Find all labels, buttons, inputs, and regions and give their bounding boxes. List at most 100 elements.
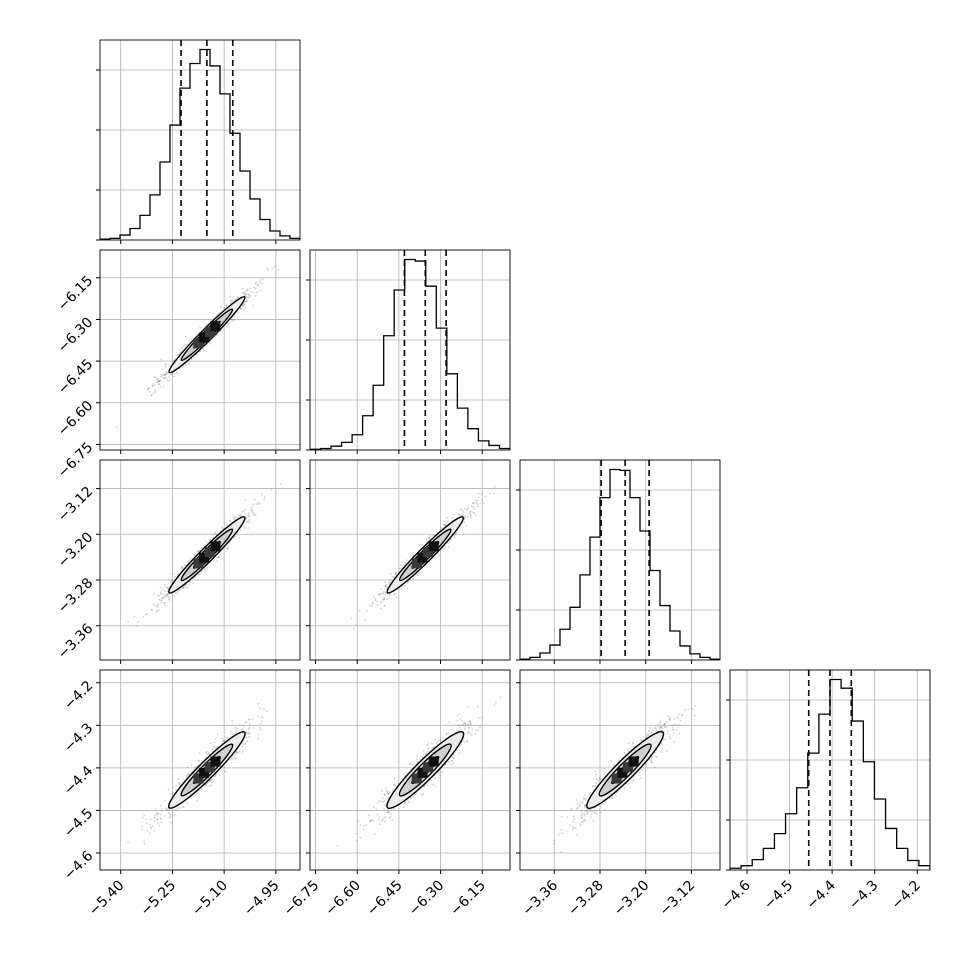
density-block [210,756,221,767]
scatter-point [380,800,383,803]
scatter-point [395,571,398,573]
scatter-point [153,603,155,606]
scatter-point [469,514,471,517]
scatter-point [591,784,594,787]
scatter-point [177,589,180,592]
scatter-point [388,816,391,819]
scatter-point [156,378,158,381]
scatter-point [651,761,654,764]
scatter-point [198,760,201,762]
density-blocks [193,756,221,784]
scatter-point [466,732,469,735]
scatter-point [227,322,230,325]
scatter-point [369,820,371,823]
scatter-point [230,301,233,303]
scatter-point [681,714,683,717]
scatter-point [147,387,150,390]
scatter-point [187,362,190,365]
scatter-point [669,718,672,720]
scatter-point [463,521,466,524]
scatter-point [183,345,186,347]
scatter-point [156,811,158,814]
scatter-point [565,830,568,832]
scatter-point [161,809,164,812]
scatter-point [228,541,231,544]
scatter-point [245,297,248,300]
scatter-point [170,373,173,376]
scatter-point [211,748,214,751]
scatter-point [419,545,421,547]
scatter-point [242,291,245,294]
scatter-point [405,559,408,562]
scatter-point [169,821,172,824]
scatter-point [245,293,248,296]
scatter-point [149,823,152,826]
scatter-point [242,304,245,307]
y-tick-label: −3.20 [55,529,97,571]
scatter-point [254,294,257,297]
scatter-point [473,501,476,504]
scatter-point [623,787,626,790]
scatter-point [241,305,244,308]
scatter-point [159,586,162,589]
scatter-point [163,799,166,802]
scatter-point [176,372,179,374]
scatter-point [226,524,228,527]
scatter-point [165,372,168,375]
scatter-point [385,787,388,790]
scatter-point [406,581,409,584]
scatter-point [215,773,218,776]
scatter-point [660,726,662,728]
scatter-point [178,782,181,784]
scatter-point [402,560,405,563]
scatter-point [470,505,473,508]
scatter-point [481,499,483,501]
scatter-point [379,592,381,595]
scatter-point [460,514,463,517]
scatter-point [189,557,192,559]
scatter-point [435,531,438,533]
scatter-point [401,585,404,588]
scatter-point [467,506,470,508]
scatter-point [236,727,239,730]
scatter-point [481,716,483,719]
scatter-point [371,601,374,604]
scatter-point [595,778,598,781]
scatter-point [163,590,166,593]
scatter-point [423,785,425,788]
scatter-point [257,737,260,740]
scatter-point [437,552,439,555]
scatter-point [147,388,149,391]
scatter-point [244,508,246,511]
scatter-point [593,785,595,788]
scatter-point [471,728,474,730]
scatter-point [407,801,410,803]
scatter-point [244,291,247,293]
scatter-point [259,728,262,731]
scatter-point [247,736,249,739]
y-tick-label: −3.28 [55,575,97,617]
scatter-point [151,383,154,385]
scatter-point [448,761,450,763]
density-block [428,756,439,767]
density-block [193,558,204,569]
scatter-point [479,502,482,504]
scatter-point [383,604,386,607]
scatter-point [248,727,251,730]
scatter-point [166,372,168,375]
scatter-point [668,718,671,721]
scatter-point [157,812,160,815]
scatter-point [158,383,161,386]
scatter-point [384,794,386,797]
scatter-point [145,614,148,616]
scatter-point [359,836,362,839]
scatter-point [441,771,444,773]
scatter-point [474,733,477,735]
scatter-point [442,520,445,523]
scatter-point [181,366,184,368]
scatter-point [494,701,497,704]
x-tick-label: −6.30 [406,878,448,920]
scatter-point [230,318,233,321]
scatter-point [395,573,398,575]
scatter-point [159,599,162,602]
